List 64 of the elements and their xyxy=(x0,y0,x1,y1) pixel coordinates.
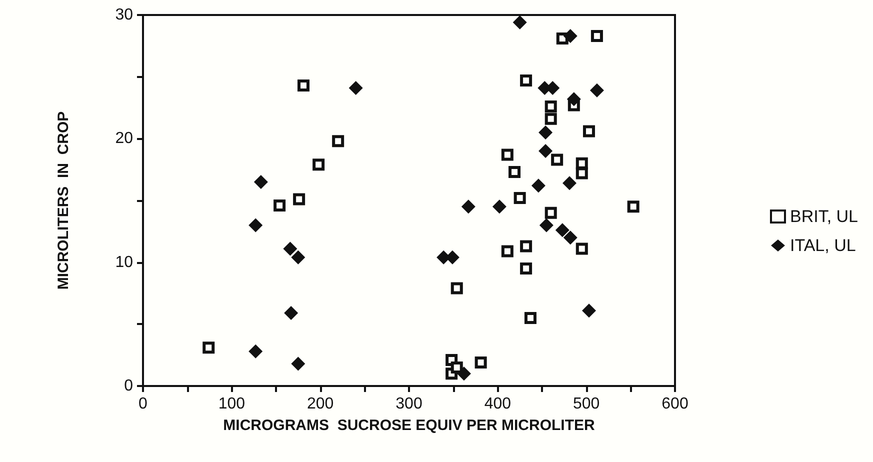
point xyxy=(348,80,363,95)
point xyxy=(501,245,514,258)
point xyxy=(563,29,578,44)
point xyxy=(291,356,306,371)
x-axis-title: MICROGRAMS SUCROSE EQUIV PER MICROLITER xyxy=(223,417,596,434)
point xyxy=(248,344,263,358)
point xyxy=(512,15,527,30)
x-tick-label: 200 xyxy=(306,396,334,412)
x-tick-label: 400 xyxy=(484,396,512,412)
point xyxy=(524,312,536,324)
y-axis-title: MICROLITERS IN CROP xyxy=(55,111,72,290)
point xyxy=(538,125,553,140)
point xyxy=(293,193,306,206)
y-tick-label: 30 xyxy=(115,6,134,24)
point xyxy=(312,158,325,171)
point xyxy=(539,218,554,232)
point xyxy=(508,166,521,178)
legend-label: BRIT, UL xyxy=(790,207,858,226)
point xyxy=(520,262,532,275)
point xyxy=(544,112,557,125)
point xyxy=(582,304,596,318)
point xyxy=(202,342,215,354)
point xyxy=(284,306,298,320)
point xyxy=(450,282,463,294)
point xyxy=(582,125,595,138)
point xyxy=(474,356,487,369)
point xyxy=(291,250,306,264)
point xyxy=(555,223,570,238)
x-tick-label: 0 xyxy=(138,396,148,412)
point xyxy=(283,242,298,256)
point xyxy=(248,218,263,232)
point xyxy=(520,74,532,87)
point xyxy=(520,240,532,252)
y-tick-label: 20 xyxy=(115,130,134,148)
point xyxy=(456,366,471,381)
point xyxy=(551,154,564,166)
point xyxy=(562,176,576,190)
point xyxy=(576,167,588,180)
point xyxy=(332,135,344,148)
legend-label: ITAL, UL xyxy=(790,236,856,255)
point xyxy=(501,148,514,161)
point xyxy=(566,92,581,106)
point xyxy=(544,100,557,113)
x-tick-label: 600 xyxy=(662,396,688,412)
y-tick-label: 0 xyxy=(124,378,134,394)
point xyxy=(297,79,310,92)
x-tick-label: 300 xyxy=(396,396,422,412)
point xyxy=(274,199,286,212)
x-tick-label: 500 xyxy=(572,396,600,412)
point xyxy=(590,83,604,98)
point xyxy=(492,200,506,214)
point xyxy=(563,230,578,245)
point xyxy=(450,361,463,374)
point xyxy=(538,144,553,158)
point xyxy=(531,178,546,193)
x-tick-label: 100 xyxy=(218,396,246,412)
point xyxy=(576,242,588,255)
point xyxy=(514,192,526,204)
point xyxy=(590,30,603,42)
y-tick-label: 10 xyxy=(115,254,134,271)
point xyxy=(627,200,640,213)
point xyxy=(254,174,268,189)
point xyxy=(461,200,476,214)
point xyxy=(544,206,557,219)
